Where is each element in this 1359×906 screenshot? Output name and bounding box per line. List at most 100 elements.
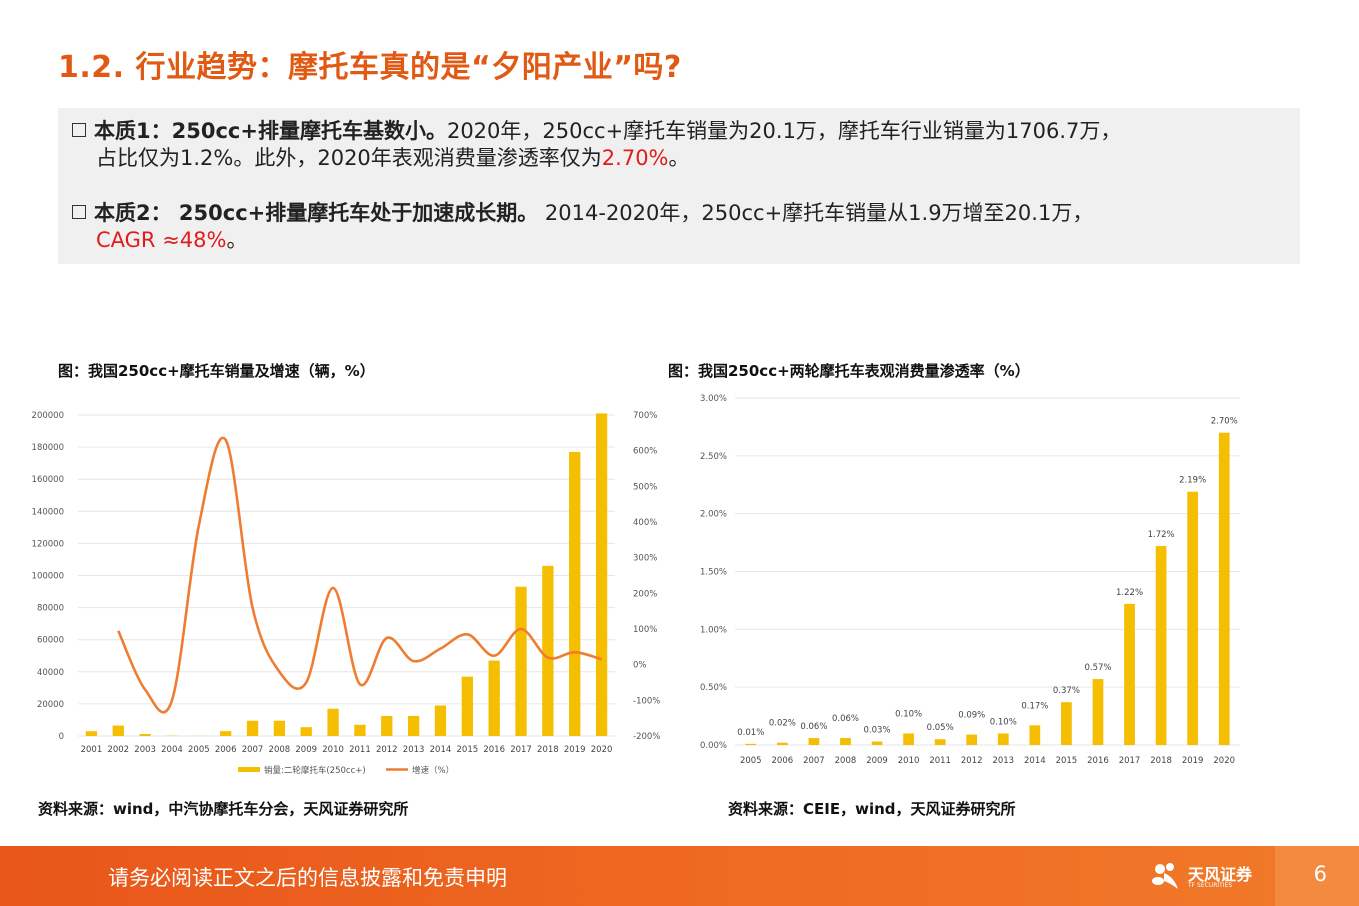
bullet-1-text: 2020年，250cc+摩托车销量为20.1万，摩托车行业销量为1706.7万， (446, 119, 1122, 143)
y2-tick-label: 400% (633, 518, 657, 528)
x-tick-label: 2012 (961, 756, 983, 766)
y2-tick-label: -100% (633, 696, 660, 706)
penetration-bar (1155, 546, 1167, 745)
y-tick-label: 80000 (37, 604, 64, 614)
y-tick-label: 0 (59, 732, 64, 742)
y-tick-label: 0.00% (700, 741, 727, 751)
sales-bar (273, 720, 286, 736)
bullet-1-end: 。 (668, 146, 690, 170)
x-tick-label: 2008 (835, 756, 857, 766)
y2-tick-label: 100% (633, 625, 657, 635)
x-tick-label: 2020 (591, 745, 613, 755)
penetration-bar (1187, 491, 1199, 745)
bullet-2-text: 2014-2020年，250cc+摩托车销量从1.9万增至20.1万， (538, 201, 1094, 225)
bar-data-label: 0.02% (769, 719, 796, 729)
bullet-2-end: 。 (226, 228, 248, 252)
bullet-2: 本质2： 250cc+排量摩托车处于加速成长期。 2014-2020年，250c… (72, 200, 1272, 254)
legend-label-sales: 销量:二轮摩托车(250cc+) (264, 765, 366, 776)
sales-bar (139, 734, 151, 736)
y2-tick-label: 700% (633, 411, 657, 421)
bar-data-label: 2.70% (1211, 417, 1238, 427)
sales-bar (542, 565, 554, 736)
penetration-bar (997, 733, 1009, 745)
y-tick-label: 40000 (37, 668, 64, 678)
sales-bar (569, 451, 581, 736)
bar-data-label: 0.37% (1053, 686, 1080, 696)
sales-bar (220, 731, 232, 736)
x-tick-label: 2006 (215, 745, 237, 755)
y-tick-label: 0.50% (700, 683, 727, 693)
x-tick-label: 2007 (242, 745, 264, 755)
x-tick-label: 2010 (898, 756, 920, 766)
bar-data-label: 0.05% (927, 723, 954, 733)
penetration-bar (1124, 603, 1135, 745)
chart-1-source: 资料来源：wind，中汽协摩托车分会，天风证券研究所 (38, 800, 409, 818)
penetration-bar (871, 741, 883, 745)
flower-logo-icon (1152, 863, 1178, 889)
y-tick-label: 180000 (32, 443, 64, 453)
x-tick-label: 2001 (81, 745, 103, 755)
sales-bar (327, 708, 339, 736)
bullet-1: 本质1：250cc+排量摩托车基数小。2020年，250cc+摩托车销量为20.… (72, 118, 1272, 172)
x-tick-label: 2016 (1087, 756, 1109, 766)
x-tick-label: 2010 (322, 745, 344, 755)
bullet-2-highlight: CAGR ≈48% (96, 228, 227, 252)
x-tick-label: 2018 (537, 745, 559, 755)
disclaimer-text: 请务必阅读正文之后的信息披露和免责申明 (108, 866, 507, 890)
sales-bar (595, 413, 608, 736)
sales-bar (434, 705, 447, 736)
bar-data-label: 1.22% (1116, 588, 1143, 598)
page-title: 1.2. 行业趋势：摩托车真的是“夕阳产业”吗? (58, 50, 682, 85)
x-tick-label: 2005 (188, 745, 210, 755)
penetration-bar (903, 733, 914, 745)
x-tick-label: 2020 (1213, 756, 1235, 766)
bar-data-label: 0.06% (800, 722, 827, 732)
sales-bar (461, 676, 473, 736)
sales-bar (381, 715, 393, 736)
legend-swatch-sales (238, 767, 260, 772)
y-tick-label: 140000 (32, 507, 64, 517)
bar-data-label: 1.72% (1148, 530, 1175, 540)
bullet-2-heading: 本质2： 250cc+排量摩托车处于加速成长期。 (94, 201, 539, 225)
bar-data-label: 0.09% (958, 711, 985, 721)
y2-tick-label: 0% (633, 661, 647, 671)
bar-data-label: 0.10% (895, 709, 922, 719)
x-tick-label: 2019 (564, 745, 586, 755)
y2-tick-label: 600% (633, 447, 657, 457)
bar-data-label: 0.03% (864, 726, 891, 736)
x-tick-label: 2014 (430, 745, 452, 755)
x-tick-label: 2011 (349, 745, 371, 755)
x-tick-label: 2002 (107, 745, 129, 755)
bullet-1-text-2: 占比仅为1.2%。此外，2020年表观消费量渗透率仅为 (96, 146, 602, 170)
y2-tick-label: 300% (633, 554, 657, 564)
penetration-chart: 0.00% 0.50% 1.00% 1.50% 2.00% 2.50% 3.00% 0.01%… (700, 394, 1240, 766)
penetration-bar (808, 738, 820, 745)
penetration-bar (1092, 679, 1104, 745)
y-tick-label: 2.00% (700, 510, 727, 520)
x-tick-label: 2007 (803, 756, 825, 766)
y-tick-label: 100000 (32, 572, 64, 582)
y-tick-label: 160000 (32, 475, 64, 485)
x-tick-label: 2018 (1150, 756, 1172, 766)
y-tick-label: 1.00% (700, 625, 727, 635)
y2-tick-label: 500% (633, 482, 657, 492)
logo-name: 天风证券 (1188, 865, 1253, 884)
bar-data-label: 2.19% (1179, 476, 1206, 486)
x-tick-label: 2004 (161, 745, 183, 755)
square-bullet-icon (72, 205, 86, 219)
penetration-bar (745, 743, 757, 745)
bar-data-label: 0.10% (990, 717, 1017, 727)
penetration-bar (776, 742, 788, 745)
sales-bar (85, 731, 98, 736)
y-tick-label: 3.00% (700, 394, 727, 404)
page-number: 6 (1313, 862, 1327, 886)
y2-tick-label: -200% (633, 732, 660, 742)
penetration-bar (934, 739, 946, 745)
bar-data-label: 0.06% (832, 714, 859, 724)
footer-bar: 请务必阅读正文之后的信息披露和免责申明 天风证券 TF SECURITIES 6 (0, 846, 1359, 906)
y2-tick-label: 200% (633, 589, 657, 599)
x-tick-label: 2009 (866, 756, 888, 766)
sales-growth-chart: 0 20000 40000 60000 80000 100000 120000 140000 1… (32, 411, 660, 776)
x-tick-label: 2012 (376, 745, 398, 755)
x-tick-label: 2019 (1182, 756, 1204, 766)
